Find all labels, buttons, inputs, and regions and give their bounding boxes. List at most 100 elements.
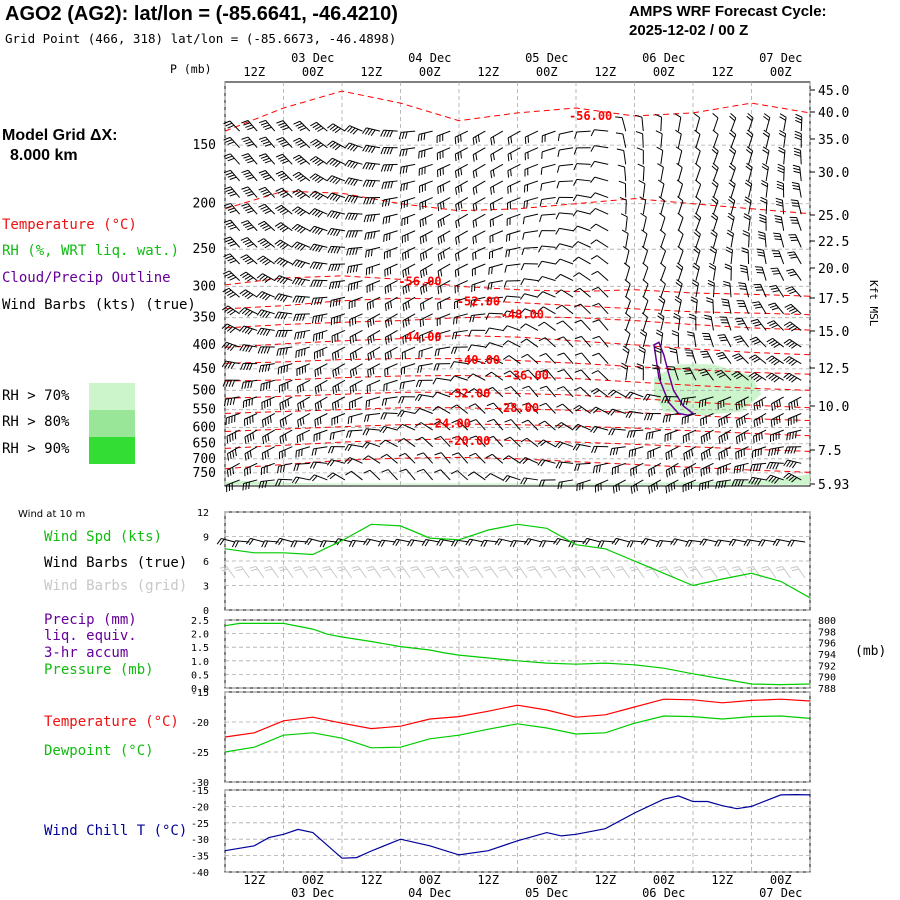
cs-wind-barb bbox=[541, 180, 556, 185]
wind10-grid-barb bbox=[738, 566, 748, 579]
cs-wind-barb bbox=[440, 452, 451, 464]
cs-wind-barb-flag bbox=[385, 216, 388, 224]
cs-wind-barb-flag bbox=[659, 279, 666, 285]
cs-wind-barb bbox=[350, 363, 363, 372]
cs-wind-barb-flag bbox=[317, 418, 319, 426]
cs-wind-barb-flag bbox=[349, 265, 353, 273]
cs-wind-barb-flag bbox=[261, 481, 265, 489]
wind10-barb bbox=[396, 538, 411, 543]
cs-wind-barb-flag bbox=[278, 122, 286, 126]
cs-wind-barb-flag bbox=[607, 389, 614, 395]
cs-wind-barb-flag bbox=[712, 179, 719, 185]
isotherm-line bbox=[224, 374, 811, 391]
cs-wind-barb bbox=[226, 479, 240, 486]
cs-wind-barb-flag bbox=[239, 325, 245, 332]
cs-wind-barb-flag bbox=[247, 160, 255, 164]
cs-wind-barb-flag bbox=[337, 367, 340, 375]
cs-wind-barb-flag bbox=[692, 279, 699, 284]
cs-wind-barb-flag bbox=[311, 448, 315, 456]
cs-wind-barb bbox=[769, 446, 784, 450]
rh-bin-80-label: RH > 80% bbox=[2, 414, 70, 430]
cs-wind-barb-flag bbox=[779, 116, 786, 121]
cs-wind-barb-flag bbox=[775, 462, 780, 470]
cs-wind-barb-flag bbox=[282, 295, 288, 302]
cs-wind-barb bbox=[612, 408, 626, 414]
cs-wind-barb-flag bbox=[292, 295, 297, 303]
cs-wind-barb-flag bbox=[229, 276, 237, 281]
cs-wind-barb-flag bbox=[353, 162, 359, 169]
cs-wind-barb-flag bbox=[793, 167, 801, 171]
cs-wind-barb-flag bbox=[245, 174, 253, 178]
cs-wind-barb bbox=[454, 130, 468, 138]
cs-wind-barb bbox=[713, 200, 719, 215]
cs-wind-barb-flag bbox=[326, 459, 332, 466]
wind10-barb bbox=[352, 539, 367, 543]
cs-wind-barb-flag bbox=[398, 452, 406, 457]
wind10-barb-flag bbox=[699, 538, 705, 546]
cs-wind-barb-flag bbox=[748, 372, 755, 378]
cs-wind-barb bbox=[366, 162, 381, 165]
windchill-panel: -40-35-30-25-20-15 bbox=[191, 786, 811, 879]
cs-wind-barb-flag bbox=[369, 368, 372, 376]
cs-wind-barb-flag bbox=[276, 276, 283, 283]
precip-ytick: 0.5 bbox=[191, 670, 209, 681]
cs-wind-barb-flag bbox=[387, 198, 391, 206]
cs-wind-barb-flag bbox=[401, 396, 405, 404]
cs-wind-barb bbox=[625, 200, 627, 215]
cs-wind-barb-flag bbox=[264, 451, 267, 459]
cs-wind-barb-flag bbox=[635, 114, 643, 118]
cs-wind-barb-flag bbox=[227, 274, 235, 279]
cs-wind-barb bbox=[472, 373, 486, 381]
cs-wind-barb bbox=[490, 147, 504, 156]
cs-wind-barb-flag bbox=[450, 347, 455, 354]
cs-wind-barb-flag bbox=[316, 297, 320, 305]
cs-wind-barb-flag bbox=[422, 218, 424, 226]
wind10-grid-barb bbox=[401, 566, 411, 579]
cs-wind-barb bbox=[278, 346, 293, 350]
top-time-label: 12Z bbox=[477, 65, 499, 79]
cs-wind-barb bbox=[683, 462, 697, 471]
cs-wind-barb-flag bbox=[593, 426, 598, 434]
cs-wind-barb-flag bbox=[486, 386, 493, 391]
cs-wind-barb-flag bbox=[673, 482, 676, 490]
cs-wind-barb bbox=[763, 250, 767, 265]
cs-wind-barb-flag bbox=[309, 474, 315, 481]
cs-wind-barb-flag bbox=[279, 277, 286, 284]
cs-wind-barb-flag bbox=[354, 230, 358, 238]
cs-wind-barb-flag bbox=[333, 229, 338, 236]
cs-wind-barb bbox=[367, 455, 381, 464]
cs-wind-barb-flag bbox=[485, 453, 493, 459]
cs-wind-barb-flag bbox=[383, 412, 388, 420]
cs-wind-barb-flag bbox=[557, 352, 565, 356]
cs-wind-barb-flag bbox=[266, 346, 271, 354]
cs-wind-barb bbox=[247, 153, 258, 165]
cs-wind-barb-flag bbox=[243, 122, 251, 126]
cs-wind-barb-flag bbox=[293, 120, 301, 125]
cs-wind-barb bbox=[559, 243, 574, 248]
cs-wind-barb-flag bbox=[274, 311, 279, 319]
cs-wind-barb bbox=[472, 180, 486, 189]
cs-wind-barb bbox=[366, 263, 381, 269]
cs-wind-barb-flag bbox=[404, 252, 407, 260]
isotherm-line bbox=[224, 315, 811, 331]
cs-wind-barb-flag bbox=[524, 137, 527, 145]
wind10-ytick: 3 bbox=[203, 582, 209, 593]
cs-wind-barb-flag bbox=[326, 157, 333, 164]
cs-wind-barb-flag bbox=[733, 372, 741, 378]
cs-wind-barb-flag bbox=[438, 333, 441, 341]
cs-wind-barb-flag bbox=[745, 179, 753, 185]
cs-wind-barb-flag bbox=[538, 337, 546, 342]
cs-wind-barb-flag bbox=[573, 386, 581, 391]
cs-wind-barb-flag bbox=[787, 288, 795, 292]
precip-label: Precip (mm) bbox=[44, 612, 137, 628]
cs-wind-barb-flag bbox=[223, 136, 231, 141]
cs-wind-barb bbox=[774, 302, 785, 315]
cs-wind-barb-flag bbox=[335, 298, 338, 306]
cs-wind-barb-flag bbox=[758, 463, 762, 471]
cs-wind-barb-flag bbox=[246, 277, 254, 282]
cs-wind-barb bbox=[796, 217, 802, 231]
windchill-ytick: -20 bbox=[191, 802, 209, 813]
cs-wind-barb bbox=[695, 200, 702, 215]
cs-wind-barb-flag bbox=[274, 293, 280, 300]
cs-wind-barb bbox=[313, 329, 328, 336]
